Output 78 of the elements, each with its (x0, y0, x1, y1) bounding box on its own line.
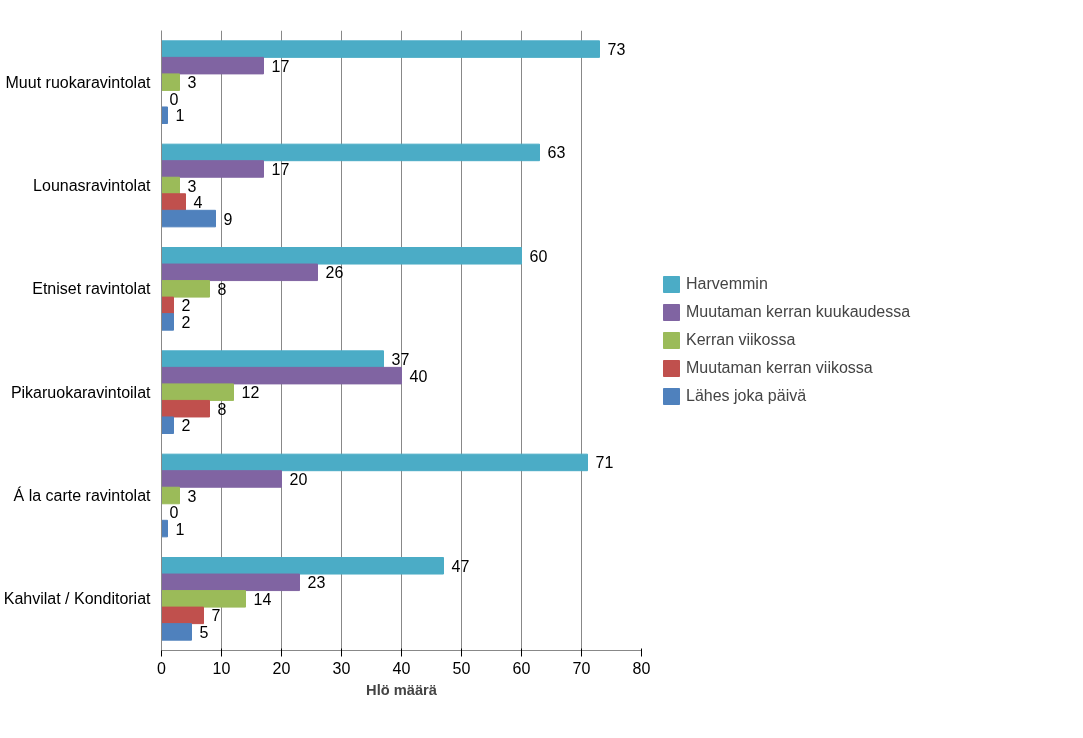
y-tick-label: Á la carte ravintolat (13, 486, 152, 504)
data-label: 7 (211, 607, 221, 625)
bar (161, 453, 588, 472)
data-label: 20 (289, 470, 308, 488)
bar (161, 623, 192, 641)
x-tick-label: 80 (632, 659, 651, 677)
bar (161, 470, 282, 488)
bar (161, 56, 264, 75)
data-label: 8 (217, 280, 227, 298)
bar (161, 486, 180, 505)
data-label: 40 (409, 367, 428, 385)
data-label: 5 (199, 623, 209, 641)
data-label: 9 (223, 210, 233, 228)
bar (161, 399, 210, 418)
y-tick-label: Kahvilat / Konditoriat (3, 590, 152, 608)
bar (161, 383, 234, 401)
data-label: 26 (325, 264, 344, 282)
bar (161, 106, 168, 124)
x-tick-label: 20 (272, 659, 291, 677)
bar (161, 416, 174, 434)
data-label: 8 (217, 400, 227, 418)
data-label: 60 (529, 247, 548, 265)
data-label: 37 (391, 351, 410, 369)
data-label: 4 (193, 194, 203, 212)
data-label: 1 (175, 520, 185, 538)
data-label: 12 (241, 384, 260, 402)
data-label: 3 (187, 74, 197, 92)
data-label: 0 (169, 90, 179, 108)
x-tick-label: 50 (452, 659, 471, 677)
bar (161, 193, 186, 211)
bar (161, 143, 540, 162)
bar (161, 590, 246, 608)
data-label: 14 (253, 590, 272, 608)
y-tick-label: Muut ruokaravintolat (5, 73, 152, 91)
bar (161, 209, 216, 228)
bar (161, 280, 210, 298)
x-axis-title: Hlö määrä (366, 681, 438, 698)
data-label: 2 (181, 297, 191, 315)
data-label: 0 (169, 504, 179, 522)
data-label: 2 (181, 313, 191, 331)
bar (161, 247, 522, 265)
bar (161, 350, 384, 368)
legend-label: Muutaman kerran viikossa (686, 359, 873, 377)
data-label: 71 (595, 454, 614, 472)
bar (161, 366, 402, 385)
legend-label: Muutaman kerran kuukaudessa (686, 303, 911, 321)
data-label: 73 (607, 41, 626, 59)
data-label: 63 (547, 144, 566, 162)
bar (161, 73, 180, 91)
y-tick-label: Lounasravintolat (33, 177, 152, 194)
bar (161, 263, 318, 282)
legend-label: Kerran viikossa (686, 331, 796, 349)
x-tick-label: 0 (157, 659, 167, 677)
data-label: 3 (187, 487, 197, 505)
data-label: 17 (271, 57, 290, 75)
x-tick-label: 70 (572, 659, 591, 677)
data-label: 2 (181, 417, 191, 435)
y-tick-label: Etniset ravintolat (32, 280, 152, 298)
bar (161, 519, 168, 538)
legend-label: Harvemmin (686, 275, 768, 293)
data-label: 1 (175, 107, 185, 125)
bar (161, 573, 300, 592)
x-tick-label: 40 (392, 659, 411, 677)
y-tick-label: Pikaruokaravintoilat (10, 383, 152, 401)
legend-label: Lähes joka päivä (686, 387, 807, 405)
data-label: 47 (451, 557, 470, 575)
data-label: 3 (187, 177, 197, 195)
x-tick-label: 30 (332, 659, 351, 677)
x-tick-label: 60 (512, 659, 531, 677)
bar (161, 313, 174, 331)
data-label: 23 (307, 574, 326, 592)
bar (161, 606, 204, 625)
bar (161, 557, 444, 575)
bar (161, 296, 174, 315)
bar (161, 40, 600, 58)
x-tick-label: 10 (212, 659, 231, 677)
data-label: 17 (271, 160, 290, 178)
bar (161, 160, 264, 178)
